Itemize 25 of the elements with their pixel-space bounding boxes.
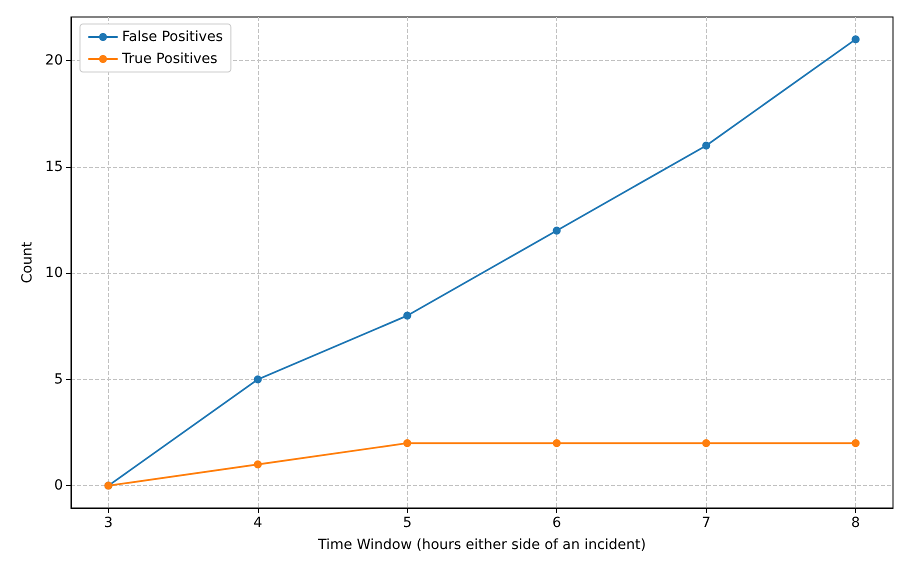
point (702, 439, 710, 448)
y-tick-label: 20 (45, 52, 63, 69)
x-tick-label: 3 (104, 515, 113, 531)
legend-label: False Positives (122, 29, 223, 45)
point (403, 312, 412, 320)
point (403, 439, 412, 448)
point (702, 142, 710, 150)
x-tick-label: 7 (702, 515, 711, 531)
y-tick-label: 10 (45, 265, 63, 282)
point (852, 35, 860, 44)
x-tick-label: 6 (552, 515, 562, 531)
x-tick-label: 4 (253, 515, 262, 531)
point (552, 226, 561, 235)
x-tick-label: 8 (851, 515, 860, 531)
point (552, 439, 561, 448)
y-tick-label: 5 (54, 371, 63, 388)
y-axis-title: Count (19, 241, 36, 284)
point (852, 439, 860, 448)
y-tick-label: 15 (45, 158, 63, 175)
x-axis-title: Time Window (hours either side of an incident) (317, 537, 646, 553)
point (254, 375, 262, 384)
y-tick-label: 0 (54, 478, 63, 494)
legend-label: True Positives (121, 51, 218, 67)
point (254, 460, 262, 468)
x-tick-label: 5 (402, 515, 412, 531)
